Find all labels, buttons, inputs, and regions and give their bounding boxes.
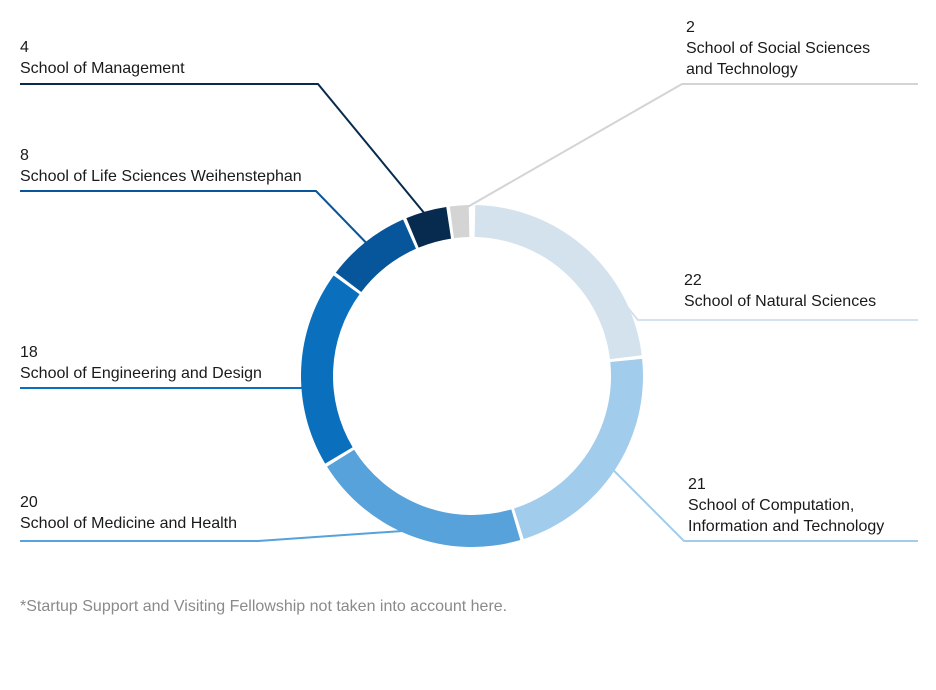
donut-slice (327, 449, 521, 547)
slice-label: 18 School of Engineering and Design (20, 342, 262, 384)
slice-name: School of Management (20, 60, 185, 77)
donut-slice (406, 206, 452, 248)
donut-slice (474, 205, 642, 360)
leader-line (459, 83, 918, 213)
donut-slice (300, 275, 360, 464)
slice-value: 4 (20, 39, 29, 56)
slice-label: 20 School of Medicine and Health (20, 492, 237, 534)
slice-value: 2 (686, 19, 695, 36)
slice-value: 8 (20, 147, 29, 164)
slice-name: School of Computation, Information and T… (688, 497, 885, 535)
slice-label: 21 School of Computation, Information and… (688, 474, 884, 537)
slice-name: School of Medicine and Health (20, 515, 238, 532)
slice-name: School of Natural Sciences (684, 293, 877, 310)
slice-label: 2 School of Social Sciences and Technolog… (686, 17, 870, 80)
slice-label: 22 School of Natural Sciences (684, 270, 876, 312)
donut-slice (449, 205, 470, 239)
slice-value: 22 (684, 272, 702, 289)
leader-line (20, 83, 429, 218)
slice-name: School of Life Sciences Weihenstephan (20, 168, 302, 185)
slice-value: 20 (20, 494, 38, 511)
slice-label: 8 School of Life Sciences Weihenstephan (20, 145, 302, 187)
donut-slice (335, 219, 416, 292)
leader-line (20, 529, 414, 542)
slice-name: School of Engineering and Design (20, 365, 262, 382)
leader-line (20, 190, 371, 248)
footnote: *Startup Support and Visiting Fellowship… (20, 598, 508, 615)
donut-slice (514, 358, 643, 539)
slice-label: 4 School of Management (20, 37, 185, 79)
leader-line (609, 465, 918, 542)
slice-name: School of Social Sciences and Technology (686, 40, 871, 78)
slice-value: 18 (20, 344, 38, 361)
slice-value: 21 (688, 476, 706, 493)
